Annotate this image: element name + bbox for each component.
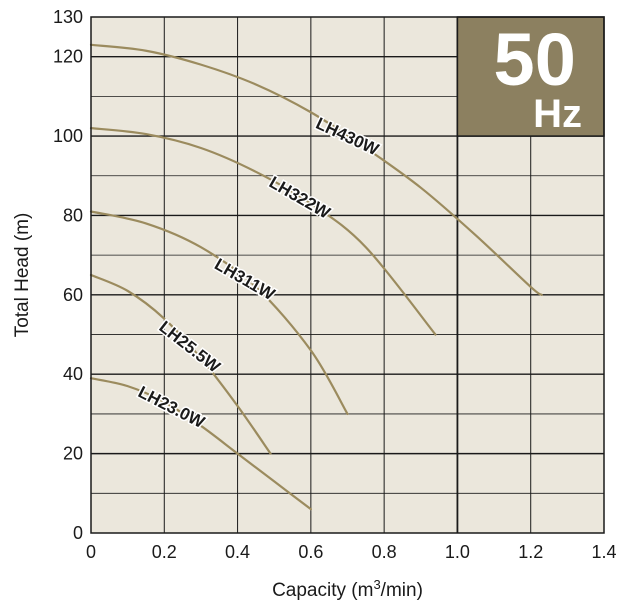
y-tick-label: 20 (63, 444, 83, 464)
x-tick-label: 1.0 (445, 542, 470, 562)
y-tick-label: 100 (53, 126, 83, 146)
x-tick-label: 0.6 (298, 542, 323, 562)
y-tick-label: 60 (63, 285, 83, 305)
badge-unit: Hz (533, 92, 582, 136)
x-axis-title-tail: /min) (381, 580, 423, 601)
y-axis-title: Total Head (m) (12, 213, 33, 338)
curve-lh311w (89, 210, 349, 416)
curve-lh430w (89, 43, 543, 296)
x-tick-labels: 0 0.2 0.4 0.6 0.8 1.0 1.2 1.4 (86, 542, 617, 562)
x-tick-label: 1.2 (518, 542, 543, 562)
y-tick-label: 130 (53, 7, 83, 27)
x-tick-label: 0.2 (152, 542, 177, 562)
frequency-badge: 50 Hz (456, 16, 605, 137)
x-tick-label: 1.4 (591, 542, 616, 562)
y-tick-labels: 0 20 40 60 80 100 120 130 (53, 7, 83, 543)
curve-lh322w (89, 127, 437, 336)
y-tick-label: 40 (63, 364, 83, 384)
y-tick-label: 120 (53, 47, 83, 67)
x-axis-title-superscript: 3 (373, 577, 380, 592)
x-tick-label: 0 (86, 542, 96, 562)
curve-lh25-5w (89, 273, 272, 455)
x-tick-label: 0.4 (225, 542, 250, 562)
gridlines (91, 17, 604, 533)
curves (89, 43, 543, 511)
badge-value: 50 (494, 18, 576, 101)
x-axis-title: Capacity (m3/min) (272, 577, 423, 601)
y-tick-label: 80 (63, 205, 83, 225)
x-axis-title-main: Capacity (m (272, 580, 373, 601)
y-tick-label: 0 (73, 523, 83, 543)
curve-lh23-0w (89, 377, 312, 511)
x-tick-label: 0.8 (372, 542, 397, 562)
plot-frame (90, 16, 605, 534)
